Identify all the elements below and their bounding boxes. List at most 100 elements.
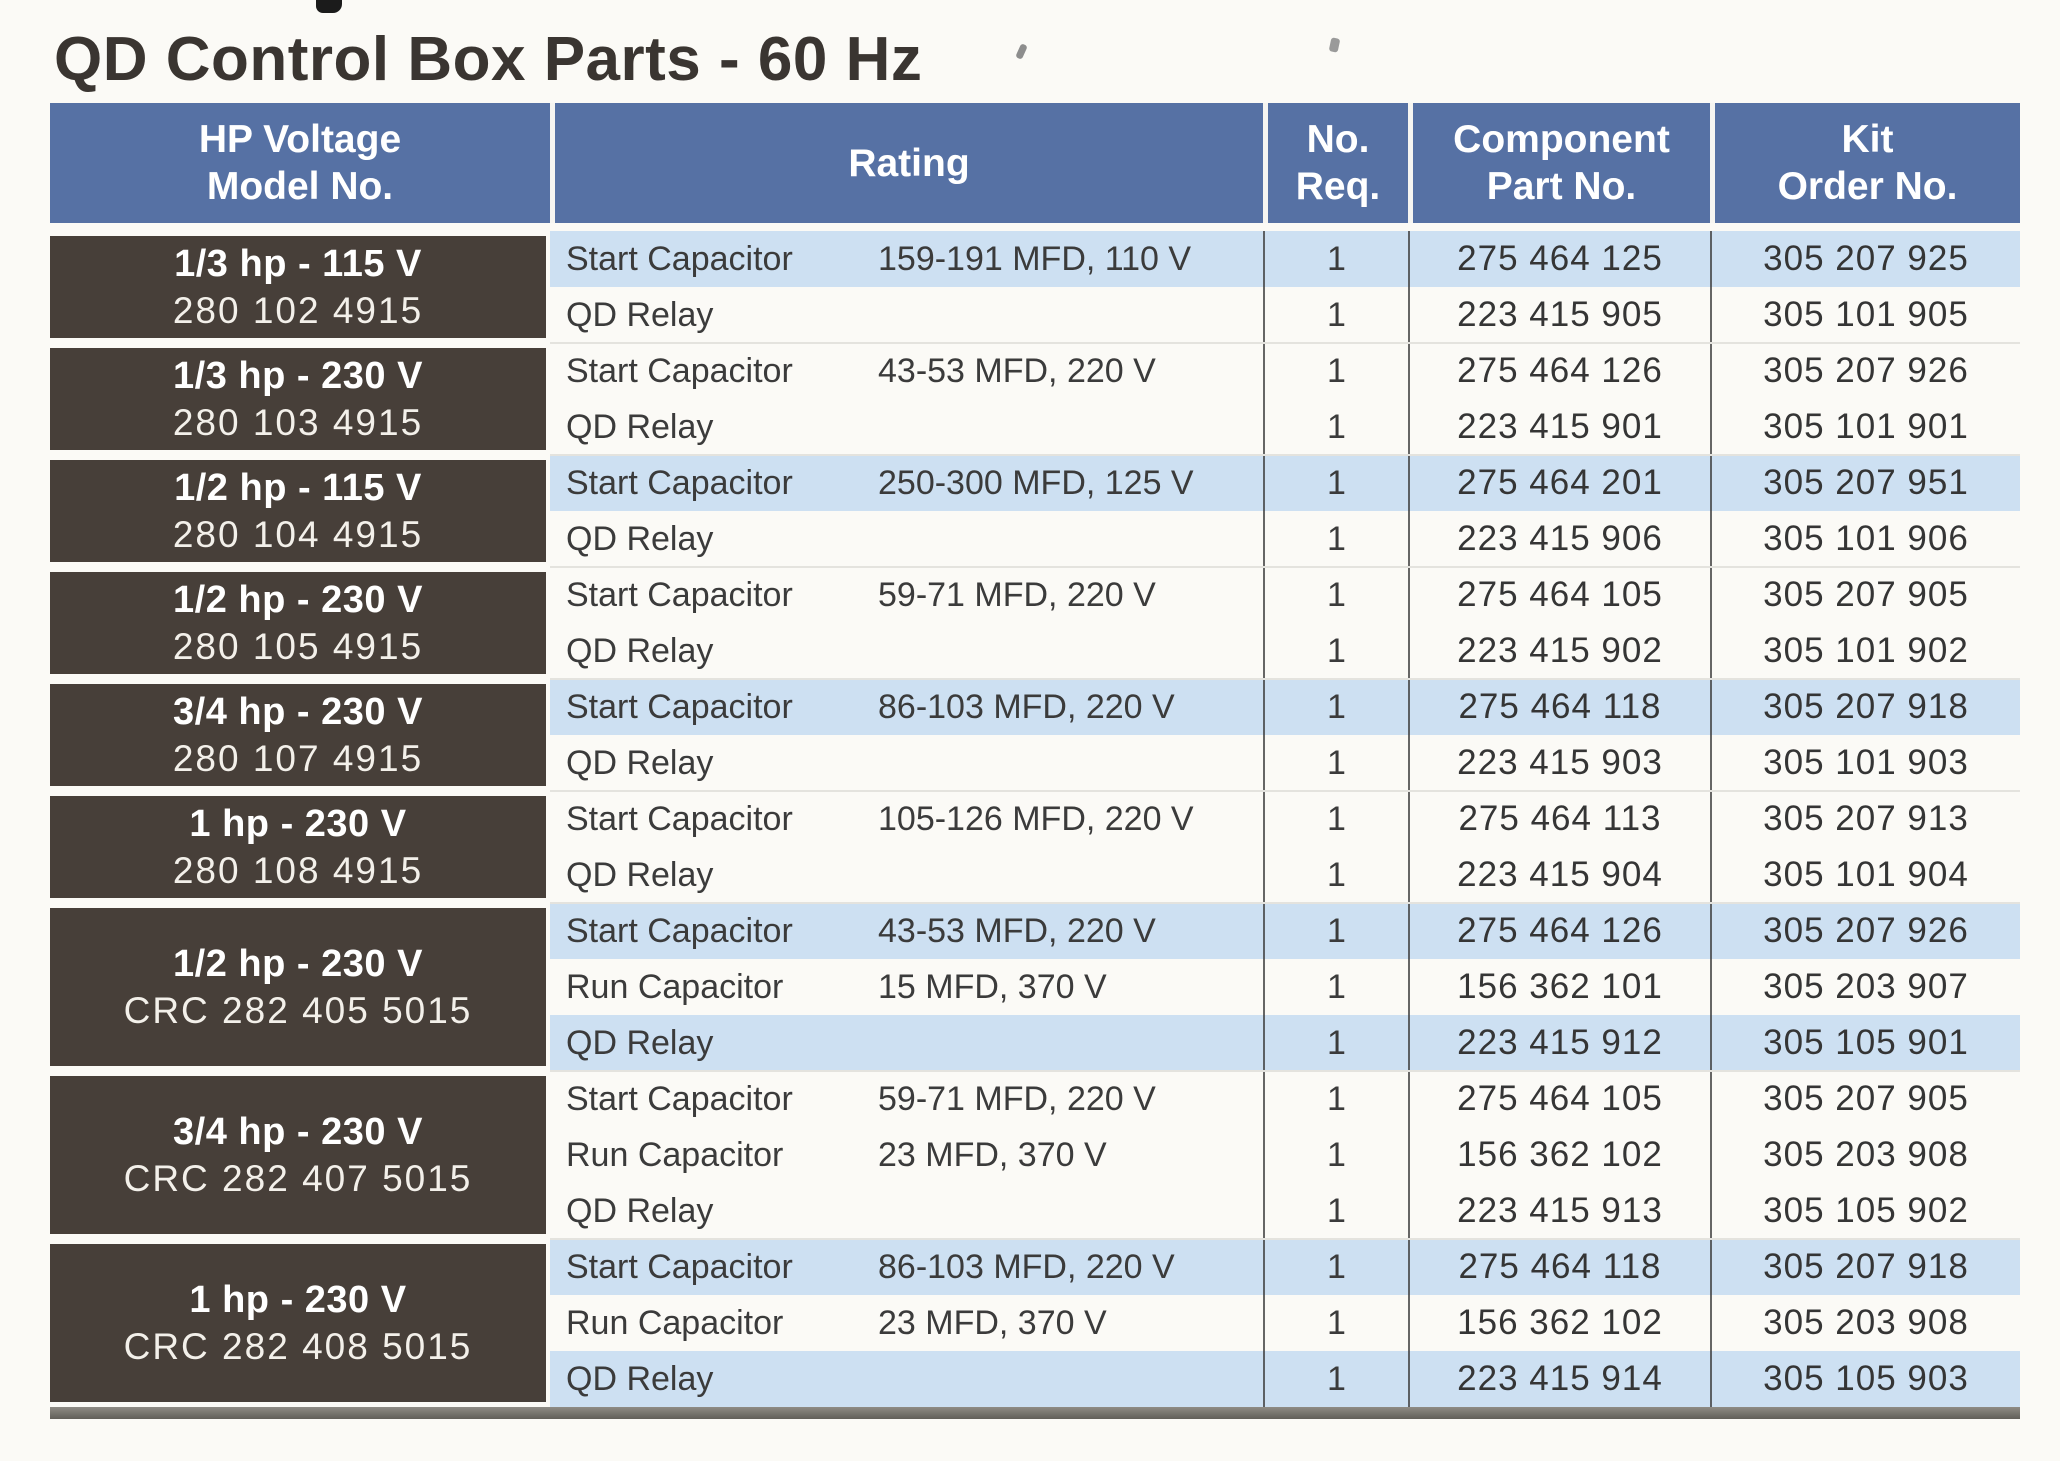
component-rating-value: 15 MFD, 370 V — [878, 967, 1107, 1006]
part-row: QD Relay 1 223 415 914 305 105 903 — [550, 1351, 2020, 1407]
model-group: 1 hp - 230 V CRC 282 408 5015 Start Capaci… — [50, 1238, 2020, 1407]
model-cell: 1/3 hp - 115 V 280 102 4915 — [50, 236, 550, 338]
component-part-no: 223 415 902 — [1408, 623, 1710, 679]
component-name: QD Relay — [566, 519, 714, 558]
component-part-no: 275 464 118 — [1408, 679, 1710, 735]
component-part-no: 275 464 113 — [1408, 791, 1710, 847]
model-cell: 1 hp - 230 V 280 108 4915 — [50, 796, 550, 898]
qty-required: 1 — [1263, 623, 1408, 679]
part-row: Run Capacitor 15 MFD, 370 V 1 156 362 101 30… — [550, 959, 2020, 1015]
component-rating-value: 86-103 MFD, 220 V — [878, 1247, 1175, 1286]
component-name: Run Capacitor — [566, 1135, 784, 1174]
component-name: Start Capacitor — [566, 799, 793, 838]
component-name: Run Capacitor — [566, 967, 784, 1006]
rating-cell: Start Capacitor 59-71 MFD, 220 V — [550, 567, 1263, 623]
model-hp-voltage: 1/3 hp - 230 V — [173, 355, 423, 397]
kit-order-no: 305 105 903 — [1710, 1351, 2020, 1407]
component-rating-value: 105-126 MFD, 220 V — [878, 799, 1194, 838]
part-row: Start Capacitor 105-126 MFD, 220 V 1 275 46… — [550, 791, 2020, 847]
component-part-no: 275 464 201 — [1408, 455, 1710, 511]
parts-table: HP Voltage Model No. Rating No. Req. Componen… — [50, 103, 2020, 1419]
model-group: 1/3 hp - 115 V 280 102 4915 Start Capacito… — [50, 231, 2020, 343]
component-part-no: 223 415 914 — [1408, 1351, 1710, 1407]
component-name: QD Relay — [566, 1191, 714, 1230]
component-rating-value: 59-71 MFD, 220 V — [878, 575, 1156, 614]
rating-cell: Start Capacitor 105-126 MFD, 220 V — [550, 791, 1263, 847]
component-rating-value: 250-300 MFD, 125 V — [878, 463, 1194, 502]
rating-cell: Run Capacitor 23 MFD, 370 V — [550, 1127, 1263, 1183]
qty-required: 1 — [1263, 231, 1408, 287]
qty-required: 1 — [1263, 567, 1408, 623]
kit-order-no: 305 203 908 — [1710, 1127, 2020, 1183]
kit-order-no: 305 203 907 — [1710, 959, 2020, 1015]
component-name: Run Capacitor — [566, 1303, 784, 1342]
part-row: Start Capacitor 86-103 MFD, 220 V 1 275 464… — [550, 1239, 2020, 1295]
part-row: Start Capacitor 159-191 MFD, 110 V 1 275 46… — [550, 231, 2020, 287]
rating-cell: Start Capacitor 159-191 MFD, 110 V — [550, 231, 1263, 287]
qty-required: 1 — [1263, 1183, 1408, 1239]
part-row: QD Relay 1 223 415 913 305 105 902 — [550, 1183, 2020, 1239]
qty-required: 1 — [1263, 735, 1408, 791]
component-rating-value: 23 MFD, 370 V — [878, 1303, 1107, 1342]
model-group-rows: Start Capacitor 59-71 MFD, 220 V 1 275 464 … — [550, 1070, 2020, 1239]
model-hp-voltage: 1/2 hp - 115 V — [174, 467, 422, 509]
part-row: Start Capacitor 59-71 MFD, 220 V 1 275 464 … — [550, 1071, 2020, 1127]
model-group-rows: Start Capacitor 105-126 MFD, 220 V 1 275 46… — [550, 790, 2020, 903]
component-part-no: 275 464 125 — [1408, 231, 1710, 287]
component-name: Start Capacitor — [566, 239, 793, 278]
model-hp-voltage: 1 hp - 230 V — [189, 803, 407, 845]
model-hp-voltage: 3/4 hp - 230 V — [173, 1111, 423, 1153]
kit-order-no: 305 207 926 — [1710, 343, 2020, 399]
component-part-no: 275 464 126 — [1408, 903, 1710, 959]
component-part-no: 223 415 906 — [1408, 511, 1710, 567]
model-number: 280 108 4915 — [172, 850, 424, 891]
model-number: CRC 282 408 5015 — [123, 1326, 473, 1367]
part-row: QD Relay 1 223 415 901 305 101 901 — [550, 399, 2020, 455]
model-group-rows: Start Capacitor 159-191 MFD, 110 V 1 275 46… — [550, 231, 2020, 343]
model-cell: 1 hp - 230 V CRC 282 408 5015 — [50, 1244, 550, 1402]
header-model-text: Model No. — [206, 165, 394, 208]
model-group-rows: Start Capacitor 43-53 MFD, 220 V 1 275 464 … — [550, 902, 2020, 1071]
kit-order-no: 305 105 901 — [1710, 1015, 2020, 1071]
kit-order-no: 305 207 905 — [1710, 567, 2020, 623]
component-name: Start Capacitor — [566, 911, 793, 950]
header-part-text: Part No. — [1486, 165, 1637, 208]
component-part-no: 223 415 904 — [1408, 847, 1710, 903]
model-cell: 3/4 hp - 230 V CRC 282 407 5015 — [50, 1076, 550, 1234]
component-part-no: 156 362 102 — [1408, 1127, 1710, 1183]
component-name: QD Relay — [566, 295, 714, 334]
model-cell: 1/3 hp - 230 V 280 103 4915 — [50, 348, 550, 450]
model-hp-voltage: 1/2 hp - 230 V — [173, 579, 423, 621]
model-cell: 1/2 hp - 115 V 280 104 4915 — [50, 460, 550, 562]
qty-required: 1 — [1263, 287, 1408, 343]
qty-required: 1 — [1263, 343, 1408, 399]
kit-order-no: 305 207 926 — [1710, 903, 2020, 959]
page-title: QD Control Box Parts - 60 Hz — [54, 25, 923, 94]
header-kit-text: Kit — [1841, 118, 1894, 161]
rating-cell: Start Capacitor 43-53 MFD, 220 V — [550, 903, 1263, 959]
component-rating-value: 43-53 MFD, 220 V — [878, 911, 1156, 950]
rating-cell: Start Capacitor 59-71 MFD, 220 V — [550, 1071, 1263, 1127]
part-row: QD Relay 1 223 415 903 305 101 903 — [550, 735, 2020, 791]
model-group: 1/2 hp - 115 V 280 104 4915 Start Capacito… — [50, 454, 2020, 567]
rating-cell: Start Capacitor 250-300 MFD, 125 V — [550, 455, 1263, 511]
component-rating-value: 59-71 MFD, 220 V — [878, 1079, 1156, 1118]
component-name: QD Relay — [566, 743, 714, 782]
rating-cell: Run Capacitor 15 MFD, 370 V — [550, 959, 1263, 1015]
model-number: 280 102 4915 — [172, 290, 424, 331]
model-hp-voltage: 1/2 hp - 230 V — [173, 943, 423, 985]
model-hp-voltage: 1 hp - 230 V — [189, 1279, 407, 1321]
header-part-text: Component — [1453, 118, 1670, 161]
component-name: Start Capacitor — [566, 1079, 793, 1118]
table-header-row: HP Voltage Model No. Rating No. Req. Componen… — [50, 103, 2020, 231]
component-rating-value: 86-103 MFD, 220 V — [878, 687, 1175, 726]
scan-artifact — [1328, 37, 1341, 53]
part-row: Run Capacitor 23 MFD, 370 V 1 156 362 102 30… — [550, 1127, 2020, 1183]
rating-cell: Run Capacitor 23 MFD, 370 V — [550, 1295, 1263, 1351]
model-group: 1/3 hp - 230 V 280 103 4915 Start Capacito… — [50, 342, 2020, 455]
qty-required: 1 — [1263, 1239, 1408, 1295]
rating-cell: QD Relay — [550, 287, 1263, 343]
kit-order-no: 305 207 918 — [1710, 679, 2020, 735]
rating-cell: QD Relay — [550, 1015, 1263, 1071]
